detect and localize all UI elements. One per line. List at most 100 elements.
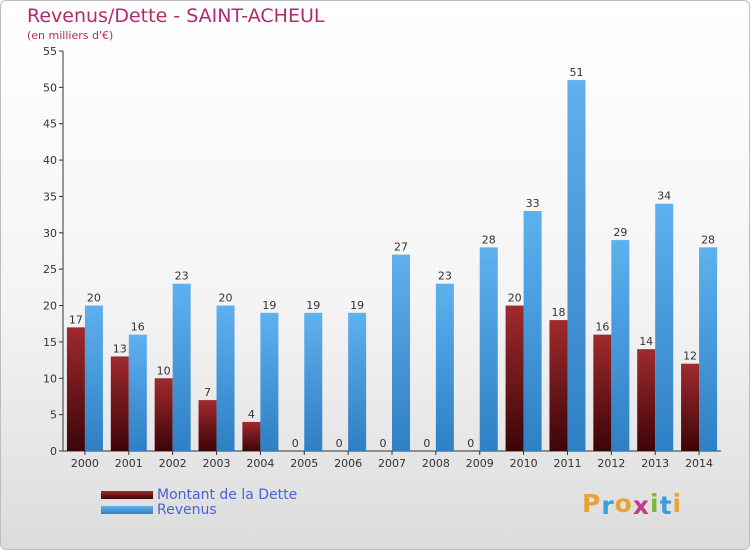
bar-debt [505,305,524,451]
x-tick-label: 2003 [203,457,231,470]
data-label-debt: 13 [113,342,127,355]
x-tick-label: 2014 [685,457,713,470]
legend-label-debt: Montant de la Dette [157,486,298,503]
data-label-debt: 0 [336,437,343,450]
x-tick-label: 2011 [553,457,581,470]
logo-letter: x [632,491,650,520]
x-tick-label: 2013 [641,457,669,470]
data-label-revenue: 19 [262,299,276,312]
y-tick-label: 15 [43,336,57,349]
proxiti-logo: Proxiti [582,489,683,520]
data-label-debt: 20 [508,292,522,305]
bar-debt [198,400,217,451]
logo-letter: r [601,491,615,520]
y-tick-label: 25 [43,263,57,276]
bar-revenue [260,312,279,451]
chart-subtitle: (en milliers d'€) [27,29,114,42]
legend-item-revenue: Revenus [101,502,297,518]
data-labels: 17 13 10 7 4 0 0 0 0 0 20 18 16 14 12 20 16 23 20 19 19 19 27 2… [69,66,715,450]
x-tick-label: 2000 [71,457,99,470]
bar-revenue [172,283,191,451]
bar-revenue [84,305,103,451]
bar-debt [154,378,173,451]
y-tick-label: 20 [43,300,57,313]
logo-letter: i [650,489,660,518]
data-label-revenue: 20 [219,292,233,305]
bar-revenue [216,305,235,451]
data-label-debt: 7 [204,386,211,399]
data-label-debt: 16 [595,321,609,334]
x-tick-label: 2009 [466,457,494,470]
x-tick-label: 2004 [246,457,274,470]
bar-debt [242,421,261,451]
y-tick-label: 55 [43,45,57,58]
y-tick-label: 50 [43,81,57,94]
bar-debt [110,356,129,451]
data-label-debt: 0 [423,437,430,450]
bar-revenue [655,203,674,451]
y-tick-label: 10 [43,372,57,385]
y-tick-label: 45 [43,118,57,131]
data-label-debt: 18 [551,306,565,319]
data-label-debt: 17 [69,313,83,326]
x-tick-label: 2006 [334,457,362,470]
bar-revenue [479,247,498,451]
data-label-revenue: 33 [526,197,540,210]
bar-debt [66,327,85,451]
x-tick-label: 2005 [290,457,318,470]
data-label-debt: 0 [292,437,299,450]
data-label-revenue: 19 [306,299,320,312]
bar-revenue [435,283,454,451]
data-label-revenue: 23 [175,270,189,283]
bar-revenue [304,312,323,451]
logo-letter: o [614,489,633,518]
bars [66,80,718,451]
bar-revenue [523,211,542,451]
y-tick-label: 5 [50,409,57,422]
data-label-revenue: 27 [394,241,408,254]
data-label-revenue: 34 [657,190,671,203]
data-label-debt: 0 [380,437,387,450]
data-label-revenue: 20 [87,292,101,305]
data-label-debt: 4 [248,408,255,421]
data-label-debt: 12 [683,350,697,363]
logo-letter: i [672,489,683,518]
x-tick-label: 2002 [159,457,187,470]
y-tick-label: 30 [43,227,57,240]
bar-debt [593,334,612,451]
x-tick-label: 2010 [510,457,538,470]
data-label-revenue: 19 [350,299,364,312]
data-label-revenue: 28 [701,233,715,246]
legend-item-debt: Montant de la Dette [101,486,298,503]
bar-revenue [128,334,147,451]
data-label-debt: 10 [157,364,171,377]
data-label-revenue: 28 [482,233,496,246]
y-tick-label: 40 [43,154,57,167]
legend: Montant de la Dette Revenus [101,486,298,518]
logo-letter: P [582,489,602,518]
legend-swatch-revenue [101,505,153,514]
bar-revenue [567,80,586,451]
bar-debt [549,320,568,451]
logo-letter: t [659,491,673,520]
x-tick-label: 2007 [378,457,406,470]
bar-revenue [348,312,367,451]
bar-revenue [392,254,410,451]
data-label-revenue: 16 [131,321,145,334]
y-tick-label: 35 [43,190,57,203]
bar-revenue [699,247,718,451]
legend-swatch-debt [101,490,153,499]
bar-revenue [611,240,630,451]
data-label-debt: 14 [639,335,653,348]
x-tick-label: 2012 [597,457,625,470]
chart-title: Revenus/Dette - SAINT-ACHEUL [27,5,325,27]
data-label-revenue: 29 [613,226,627,239]
data-label-revenue: 51 [569,66,583,79]
data-label-revenue: 23 [438,270,452,283]
x-tick-label: 2001 [115,457,143,470]
bar-debt [637,349,656,451]
x-tick-label: 2008 [422,457,450,470]
data-label-debt: 0 [467,437,474,450]
